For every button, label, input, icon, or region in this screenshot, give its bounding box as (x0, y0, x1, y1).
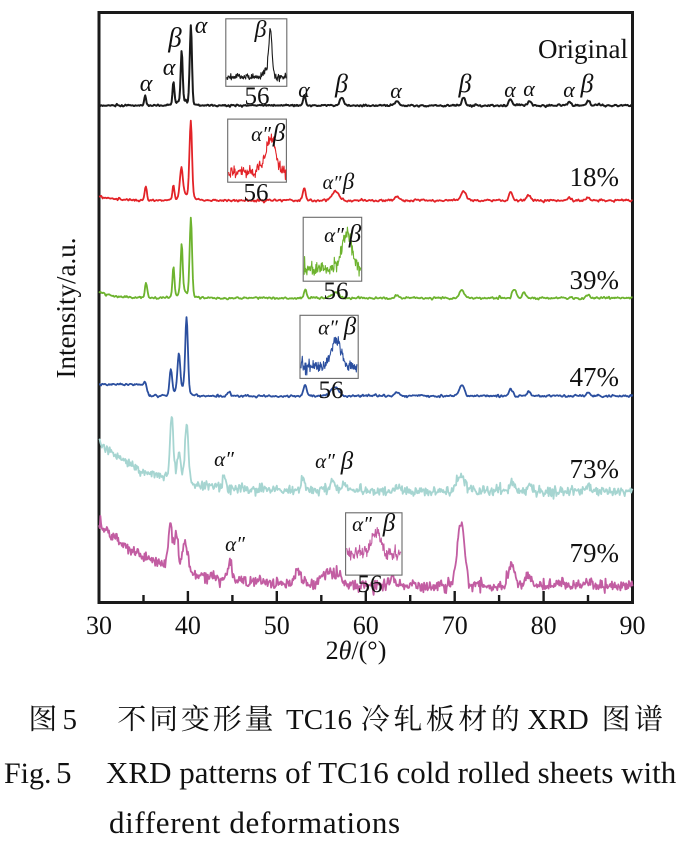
svg-text:39%: 39% (570, 265, 620, 295)
svg-text:β: β (458, 69, 472, 98)
svg-text:47%: 47% (570, 362, 620, 392)
svg-text:56: 56 (358, 571, 383, 598)
svg-text:different deformations: different deformations (109, 805, 401, 840)
svg-text:56: 56 (245, 83, 270, 110)
svg-text:α: α (390, 78, 402, 103)
svg-text:α: α (523, 76, 535, 101)
svg-text:30: 30 (86, 611, 112, 640)
svg-text:Intensity/a.u.: Intensity/a.u. (51, 238, 81, 379)
svg-text:β: β (342, 169, 355, 194)
svg-text:α″: α″ (318, 316, 338, 340)
svg-text:79%: 79% (570, 538, 620, 568)
svg-text:β: β (334, 69, 348, 98)
svg-text:18%: 18% (570, 162, 620, 192)
svg-text:70: 70 (442, 611, 468, 640)
svg-text:α″: α″ (352, 512, 372, 536)
svg-text:5: 5 (63, 704, 78, 736)
svg-text:2θ/(°): 2θ/(°) (326, 636, 387, 665)
svg-text:α: α (195, 13, 208, 39)
svg-text:40: 40 (175, 611, 201, 640)
svg-text:α: α (163, 55, 176, 81)
svg-text:β: β (348, 221, 362, 248)
svg-text:Fig.: Fig. (4, 757, 52, 790)
svg-text:β: β (580, 69, 594, 98)
svg-text:50: 50 (264, 611, 290, 640)
svg-text:α: α (504, 77, 516, 102)
svg-text:β: β (343, 314, 357, 341)
svg-text:β: β (167, 23, 182, 53)
svg-text:β: β (382, 510, 396, 537)
svg-text:α″: α″ (251, 122, 271, 146)
svg-text:α: α (298, 77, 310, 102)
svg-text:α″: α″ (225, 532, 245, 556)
svg-text:90: 90 (620, 611, 646, 640)
svg-text:β: β (340, 448, 354, 475)
svg-text:56: 56 (324, 278, 349, 305)
svg-text:Original: Original (538, 34, 628, 64)
svg-text:XRD patterns of TC16 cold roll: XRD patterns of TC16 cold rolled sheets … (106, 755, 677, 790)
svg-text:α: α (140, 71, 153, 97)
svg-text:α″: α″ (324, 223, 344, 247)
svg-text:5: 5 (56, 755, 72, 790)
svg-text:α″: α″ (323, 172, 342, 194)
svg-text:XRD: XRD (528, 704, 589, 736)
svg-text:56: 56 (244, 180, 269, 207)
svg-text:56: 56 (319, 377, 344, 404)
svg-text:TC16: TC16 (286, 704, 352, 736)
svg-text:73%: 73% (570, 454, 620, 484)
svg-text:β: β (272, 120, 286, 147)
svg-text:60: 60 (353, 611, 379, 640)
svg-text:80: 80 (531, 611, 557, 640)
svg-text:α: α (563, 77, 575, 102)
svg-text:β: β (254, 17, 267, 43)
svg-text:α″: α″ (315, 449, 335, 473)
svg-text:α″: α″ (214, 447, 234, 471)
